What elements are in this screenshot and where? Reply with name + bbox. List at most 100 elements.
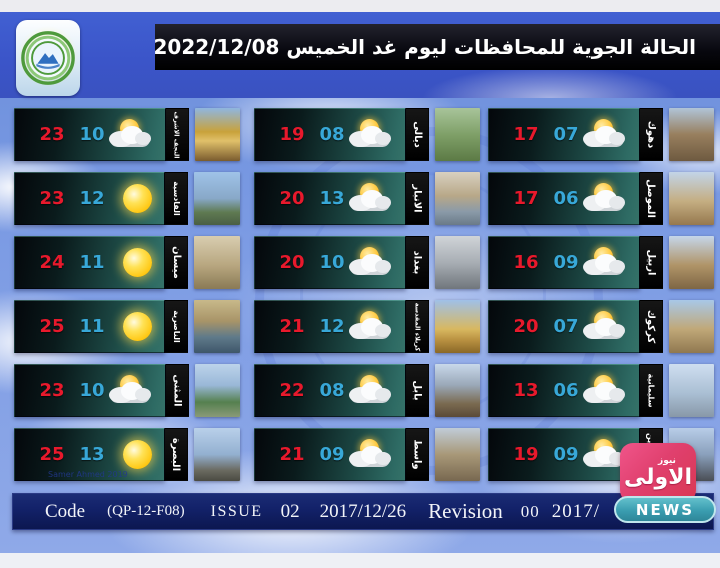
city-photo (194, 108, 240, 161)
sun-icon (123, 312, 152, 341)
code-label: Code (45, 500, 86, 522)
city-name-label: الناصرية (171, 310, 181, 343)
max-temp: 17 (513, 124, 539, 145)
city-name-strip: بابل (406, 364, 429, 417)
min-temp: 13 (319, 188, 345, 209)
card-panel: 25 13 (14, 428, 165, 481)
weather-card: 20 10 بغداد (254, 236, 480, 289)
min-temp: 07 (553, 316, 579, 337)
city-name-label: الانبار (411, 184, 423, 213)
card-panel: 17 07 (488, 108, 640, 161)
weather-card: 25 13 البصرة (14, 428, 240, 481)
max-temp: 17 (513, 188, 539, 209)
min-temp: 07 (553, 124, 579, 145)
issue-number: 02 (280, 500, 300, 522)
met-organization-logo-icon (16, 20, 80, 96)
min-temp: 11 (79, 252, 105, 273)
card-panel: 21 12 (254, 300, 406, 353)
revision-number: 00 (520, 501, 540, 521)
weather-card: 23 10 النجف الاشرف (14, 108, 240, 161)
province-column: 23 10 النجف الاشرف 23 12 القادسية 24 11 ميسان 25 1… (14, 108, 240, 492)
city-name-label: ديالى (411, 121, 423, 148)
card-panel: 23 10 (14, 364, 166, 417)
city-name-label: المثنى (171, 374, 183, 407)
city-name-strip: ديالى (406, 108, 429, 161)
news-band: NEWS (614, 496, 716, 523)
min-temp: 11 (79, 316, 105, 337)
province-column: 17 07 دهوك 17 06 الموصل 16 09 اربيل 20 07 كركوك 13 06… (488, 108, 714, 492)
min-temp: 08 (319, 124, 345, 145)
min-temp: 09 (553, 444, 579, 465)
weather-card: 25 11 الناصرية (14, 300, 240, 353)
sun-icon (123, 440, 152, 469)
city-photo (194, 364, 240, 417)
min-temp: 10 (79, 124, 105, 145)
city-name-label: بغداد (411, 250, 423, 275)
city-name-strip: كربلاء المقدسة (406, 300, 429, 353)
card-panel: 22 08 (254, 364, 406, 417)
province-column: 19 08 ديالى 20 13 الانبار 20 10 بغداد 21 12 كربلاء … (254, 108, 480, 492)
max-temp: 19 (279, 124, 305, 145)
max-temp: 19 (513, 444, 539, 465)
city-name-strip: الناصرية (165, 300, 188, 353)
weather-card: 20 13 الانبار (254, 172, 480, 225)
min-temp: 10 (79, 380, 105, 401)
city-name-strip: القادسية (165, 172, 188, 225)
bottom-border-strip (0, 553, 720, 568)
max-temp: 16 (513, 252, 539, 273)
max-temp: 24 (39, 252, 65, 273)
weather-card: 13 06 سليمانية (488, 364, 714, 417)
weather-card: 17 07 دهوك (488, 108, 714, 161)
weather-card: 20 07 كركوك (488, 300, 714, 353)
sun-behind-cloud-icon (109, 374, 153, 407)
max-temp: 20 (279, 252, 305, 273)
max-temp: 25 (39, 316, 65, 337)
max-temp: 23 (39, 124, 65, 145)
city-name-strip: كركوك (640, 300, 663, 353)
city-photo (194, 172, 240, 225)
revision-date: 2017/ (551, 500, 601, 522)
min-temp: 06 (553, 188, 579, 209)
city-name-label: النجف الاشرف (172, 110, 181, 159)
city-name-label: دهوك (645, 120, 657, 149)
sun-behind-cloud-icon (109, 118, 153, 151)
card-panel: 19 09 (488, 428, 640, 481)
credit-watermark: Samer Ahmed 2019 (48, 470, 128, 479)
weather-card: 17 06 الموصل (488, 172, 714, 225)
sun-behind-cloud-icon (583, 310, 627, 343)
city-name-label: واسط (411, 439, 423, 470)
city-name-strip: المثنى (166, 364, 189, 417)
card-panel: 17 06 (488, 172, 640, 225)
sun-icon (123, 248, 152, 277)
revision-label: Revision (428, 499, 503, 523)
city-photo (194, 300, 240, 353)
city-photo (434, 428, 480, 481)
sun-behind-cloud-icon (583, 374, 627, 407)
card-panel: 24 11 (14, 236, 165, 289)
weather-card: 16 09 اربيل (488, 236, 714, 289)
min-temp: 06 (553, 380, 579, 401)
city-photo (434, 236, 480, 289)
sun-behind-cloud-icon (349, 246, 393, 279)
city-name-label: كربلاء المقدسة (412, 302, 421, 351)
weather-card: 19 08 ديالى (254, 108, 480, 161)
card-panel: 20 13 (254, 172, 406, 225)
news-logo-small-text: نيوز (658, 456, 676, 466)
max-temp: 20 (279, 188, 305, 209)
city-photo (668, 364, 714, 417)
card-panel: 23 12 (14, 172, 165, 225)
city-name-label: القادسية (171, 181, 181, 216)
max-temp: 25 (39, 444, 65, 465)
sun-icon (123, 184, 152, 213)
min-temp: 09 (553, 252, 579, 273)
city-name-strip: الانبار (406, 172, 429, 225)
city-name-strip: اربيل (640, 236, 663, 289)
city-photo (194, 236, 240, 289)
city-name-label: البصرة (170, 437, 182, 472)
city-name-strip: بغداد (406, 236, 429, 289)
poster-title: الحالة الجوية للمحافظات ليوم غد الخميس 2… (153, 35, 696, 59)
city-photo (668, 300, 714, 353)
city-photo (434, 172, 480, 225)
min-temp: 12 (79, 188, 105, 209)
weather-card: 23 10 المثنى (14, 364, 240, 417)
